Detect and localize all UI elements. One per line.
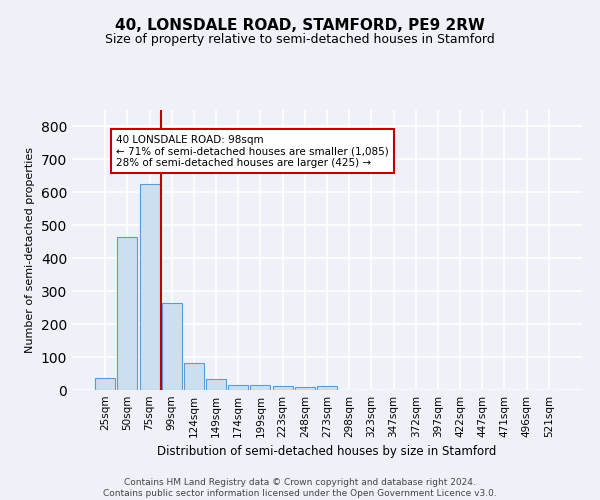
- Bar: [95, 378, 115, 390]
- Bar: [206, 379, 226, 390]
- Y-axis label: Number of semi-detached properties: Number of semi-detached properties: [25, 147, 35, 353]
- Text: 40 LONSDALE ROAD: 98sqm
← 71% of semi-detached houses are smaller (1,085)
28% of: 40 LONSDALE ROAD: 98sqm ← 71% of semi-de…: [116, 134, 389, 168]
- Text: 40, LONSDALE ROAD, STAMFORD, PE9 2RW: 40, LONSDALE ROAD, STAMFORD, PE9 2RW: [115, 18, 485, 32]
- Bar: [228, 385, 248, 390]
- Text: Contains HM Land Registry data © Crown copyright and database right 2024.
Contai: Contains HM Land Registry data © Crown c…: [103, 478, 497, 498]
- Bar: [184, 363, 204, 390]
- Bar: [250, 386, 271, 390]
- Text: Size of property relative to semi-detached houses in Stamford: Size of property relative to semi-detach…: [105, 32, 495, 46]
- Bar: [140, 184, 160, 390]
- Bar: [118, 237, 137, 390]
- Bar: [162, 302, 182, 390]
- X-axis label: Distribution of semi-detached houses by size in Stamford: Distribution of semi-detached houses by …: [157, 446, 497, 458]
- Bar: [317, 386, 337, 390]
- Bar: [295, 388, 315, 390]
- Bar: [272, 386, 293, 390]
